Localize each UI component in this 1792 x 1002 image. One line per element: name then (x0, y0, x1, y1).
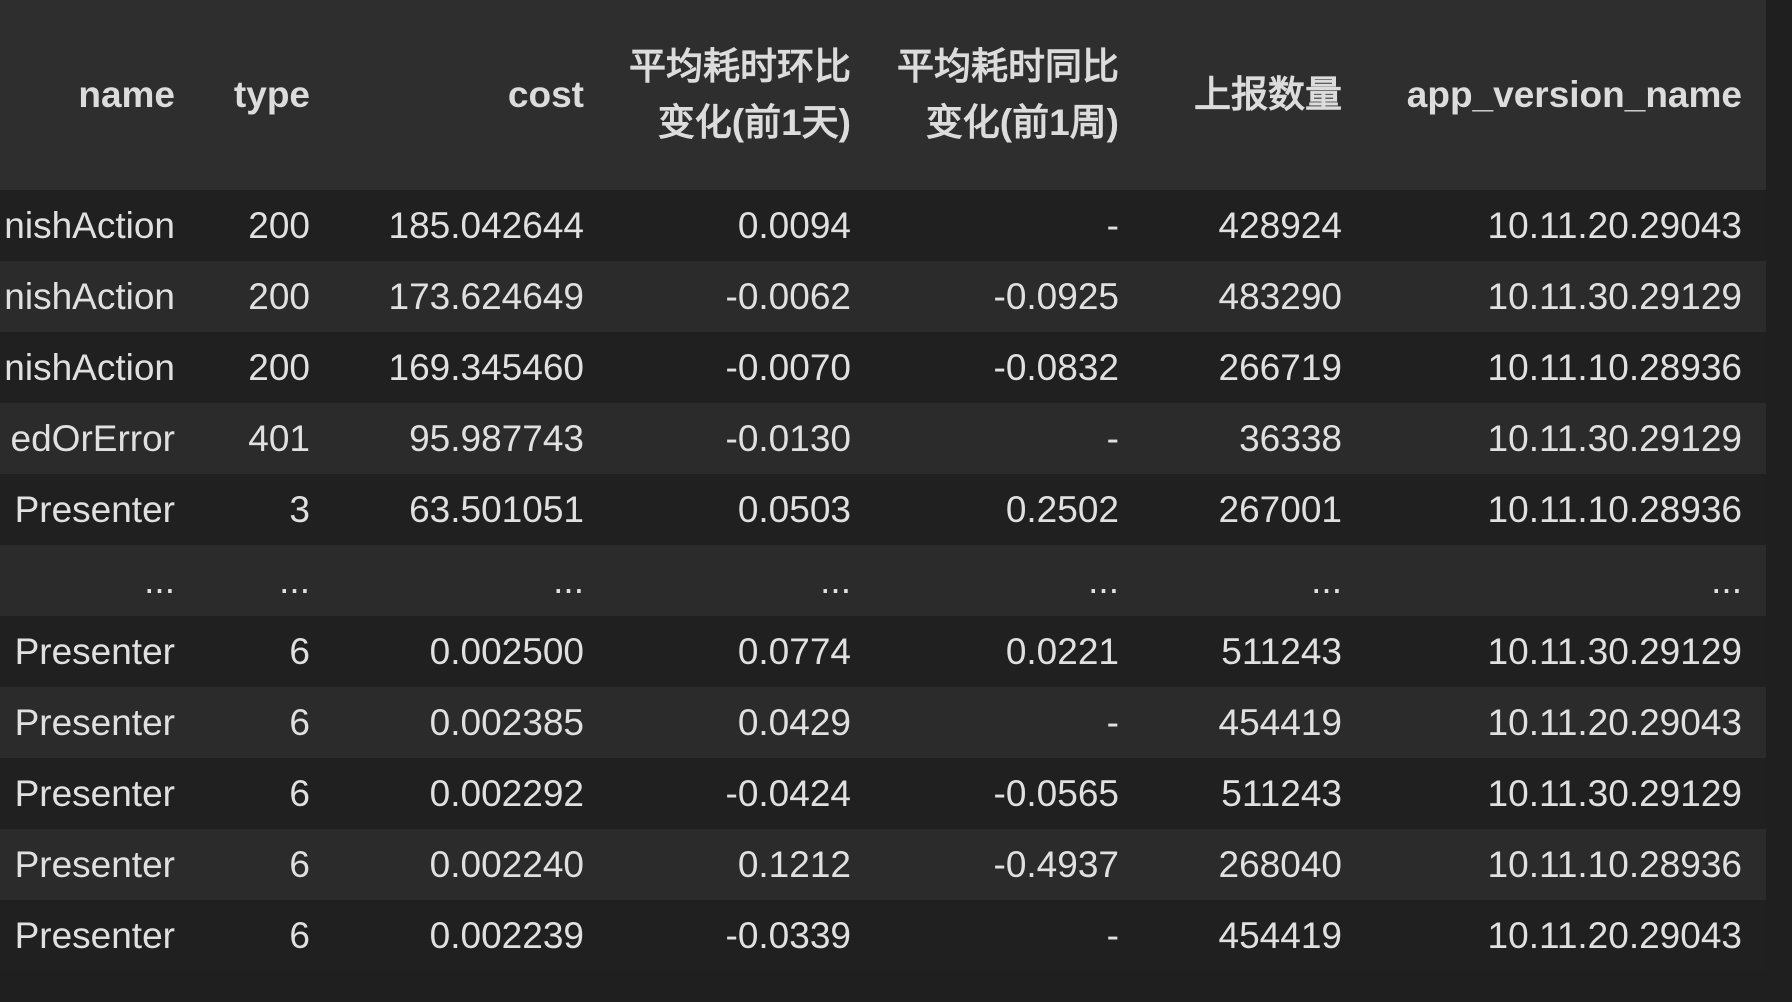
table-cell: 0.002500 (429, 630, 584, 672)
table-cell: 511243 (1221, 772, 1342, 814)
table-cell: 267001 (1218, 488, 1342, 530)
dataframe-table: name type cost 平均耗时环比变化(前1天) 平均耗时同比变化(前1周) 上报… (0, 0, 1766, 971)
table-cell: 483290 (1218, 275, 1342, 317)
table-cell: 95.987743 (409, 417, 584, 459)
table-row: Presenter 6 0.002240 0.1212 -0.4937 268040 10.… (0, 829, 1766, 900)
table-cell: -0.0424 (725, 772, 852, 814)
table-cell: 0.002292 (429, 772, 584, 814)
table-cell: 0.2502 (1005, 488, 1119, 530)
table-row: Presenter 6 0.002385 0.0429 - 454419 10.11.20.… (0, 687, 1766, 758)
table-cell: 268040 (1218, 843, 1342, 885)
table-cell: 10.11.20.29043 (1487, 701, 1742, 743)
table-row: nishAction 200 169.345460 -0.0070 -0.0832 266… (0, 332, 1766, 403)
table-cell: -0.0565 (993, 772, 1120, 814)
table-cell: 0.0094 (737, 204, 851, 246)
table-row: Presenter 6 0.002239 -0.0339 - 454419 10.11.20… (0, 900, 1766, 971)
table-cell: 10.11.20.29043 (1487, 204, 1742, 246)
table-cell: - (1106, 914, 1119, 956)
table-cell: 0.0221 (1005, 630, 1119, 672)
table-cell: Presenter (14, 843, 175, 885)
table-row: Presenter 6 0.002500 0.0774 0.0221 511243 10.1… (0, 616, 1766, 687)
table-cell: 0.0774 (737, 630, 851, 672)
table-cell: 0.002385 (429, 701, 584, 743)
table-cell: 0.002239 (429, 914, 584, 956)
table-cell: 0.0503 (737, 488, 851, 530)
table-cell: Presenter (14, 914, 175, 956)
table-cell: 200 (248, 346, 310, 388)
table-cell: 0.1212 (737, 843, 851, 885)
table-cell: edOrError (10, 417, 175, 459)
table-cell: ... (820, 559, 851, 601)
table-cell: 10.11.10.28936 (1487, 346, 1742, 388)
table-body: nishAction 200 185.042644 0.0094 - 428924 10.1… (0, 190, 1766, 971)
table-cell: - (1106, 417, 1119, 459)
header-row: name type cost 平均耗时环比变化(前1天) 平均耗时同比变化(前1周) 上报… (0, 0, 1766, 190)
table-cell: 10.11.10.28936 (1487, 843, 1742, 885)
column-header: 平均耗时环比变化(前1天) (629, 46, 851, 143)
column-header: 平均耗时同比变化(前1周) (897, 46, 1119, 143)
table-cell: -0.0832 (993, 346, 1120, 388)
table-cell: 0.002240 (429, 843, 584, 885)
column-header: cost (507, 74, 584, 115)
table-cell: 173.624649 (388, 275, 584, 317)
table-cell: ... (1088, 559, 1119, 601)
table-cell: 6 (289, 630, 310, 672)
column-header: app_version_name (1406, 74, 1742, 115)
table-cell: -0.0062 (725, 275, 852, 317)
table-cell: 6 (289, 843, 310, 885)
table-cell: - (1106, 701, 1119, 743)
table-cell: ... (279, 559, 310, 601)
table-row: ..................... (0, 545, 1766, 616)
table-cell: 3 (289, 488, 310, 530)
table-cell: 36338 (1239, 417, 1342, 459)
table-cell: 6 (289, 701, 310, 743)
table-cell: -0.4937 (993, 843, 1120, 885)
table-cell: ... (144, 559, 175, 601)
table-cell: 0.0429 (737, 701, 851, 743)
table-cell: - (1106, 204, 1119, 246)
table-cell: -0.0130 (725, 417, 852, 459)
table-cell: 10.11.10.28936 (1487, 488, 1742, 530)
column-header: 上报数量 (1194, 74, 1342, 115)
table-row: Presenter 6 0.002292 -0.0424 -0.0565 511243 10… (0, 758, 1766, 829)
table-cell: 185.042644 (388, 204, 584, 246)
table-cell: 10.11.20.29043 (1487, 914, 1742, 956)
table-cell: Presenter (14, 630, 175, 672)
table-cell: 428924 (1218, 204, 1342, 246)
table-cell: nishAction (4, 346, 175, 388)
table-cell: 169.345460 (388, 346, 584, 388)
table-cell: 511243 (1221, 630, 1342, 672)
table-cell: 10.11.30.29129 (1487, 772, 1742, 814)
table-cell: nishAction (4, 204, 175, 246)
table-cell: 266719 (1218, 346, 1342, 388)
table-cell: 401 (248, 417, 310, 459)
table-cell: nishAction (4, 275, 175, 317)
table-cell: 200 (248, 204, 310, 246)
table-cell: 200 (248, 275, 310, 317)
column-header: name (78, 74, 175, 115)
table-cell: 6 (289, 772, 310, 814)
table-cell: 454419 (1218, 701, 1342, 743)
table-cell: 10.11.30.29129 (1487, 275, 1742, 317)
table-cell: 454419 (1218, 914, 1342, 956)
table-cell: Presenter (14, 772, 175, 814)
table-cell: 10.11.30.29129 (1487, 630, 1742, 672)
table-cell: ... (1711, 559, 1742, 601)
table-cell: Presenter (14, 488, 175, 530)
table-cell: -0.0070 (725, 346, 852, 388)
table-cell: Presenter (14, 701, 175, 743)
column-header: type (233, 74, 310, 115)
table-cell: 63.501051 (409, 488, 584, 530)
table-cell: ... (553, 559, 584, 601)
table-cell: ... (1311, 559, 1342, 601)
table-cell: -0.0925 (993, 275, 1120, 317)
table-row: edOrError 401 95.987743 -0.0130 - 36338 10.11.… (0, 403, 1766, 474)
table-cell: 10.11.30.29129 (1487, 417, 1742, 459)
table-row: nishAction 200 173.624649 -0.0062 -0.0925 483… (0, 261, 1766, 332)
table-row: nishAction 200 185.042644 0.0094 - 428924 10.1… (0, 190, 1766, 261)
table-cell: -0.0339 (725, 914, 852, 956)
table-row: Presenter 3 63.501051 0.0503 0.2502 267001 10.… (0, 474, 1766, 545)
table-cell: 6 (289, 914, 310, 956)
